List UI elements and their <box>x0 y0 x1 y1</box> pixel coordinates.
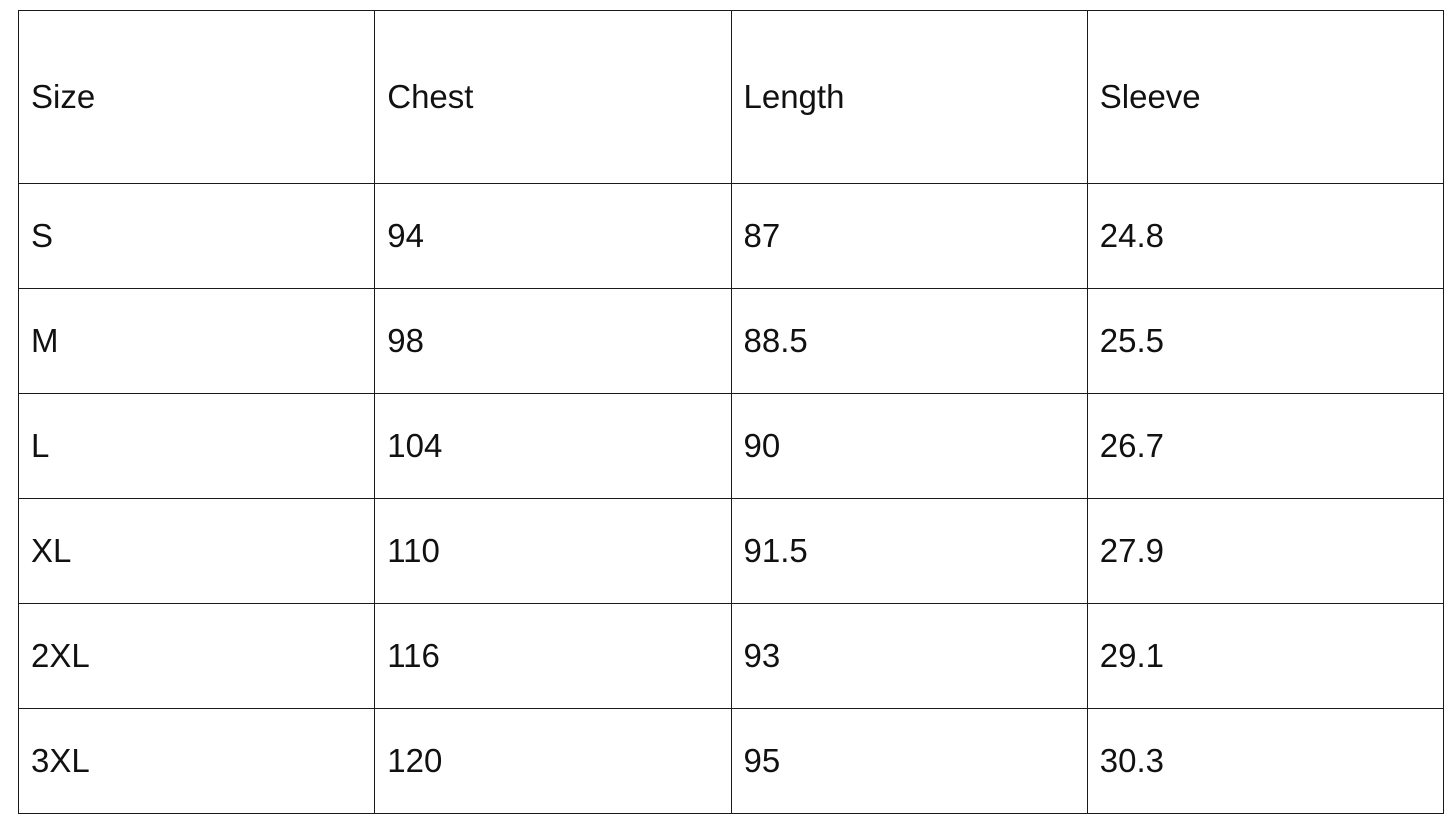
cell-sleeve: 26.7 <box>1086 393 1445 499</box>
cell-sleeve: 29.1 <box>1086 603 1445 709</box>
cell-size: 3XL <box>17 708 376 814</box>
cell-sleeve: 27.9 <box>1086 498 1445 604</box>
cell-size: 2XL <box>17 603 376 709</box>
cell-size: S <box>17 183 376 289</box>
table-row: 2XL 116 93 29.1 <box>17 603 1445 709</box>
header-chest: Chest <box>374 10 732 184</box>
table-row: L 104 90 26.7 <box>17 393 1445 499</box>
cell-chest: 120 <box>374 708 732 814</box>
cell-sleeve: 25.5 <box>1086 288 1445 394</box>
cell-length: 87 <box>730 183 1088 289</box>
cell-length: 90 <box>730 393 1088 499</box>
cell-size: XL <box>17 498 376 604</box>
cell-chest: 116 <box>374 603 732 709</box>
header-row: Size Chest Length Sleeve <box>17 10 1445 184</box>
header-length: Length <box>730 10 1088 184</box>
table-row: S 94 87 24.8 <box>17 183 1445 289</box>
table-row: XL 110 91.5 27.9 <box>17 498 1445 604</box>
cell-chest: 104 <box>374 393 732 499</box>
size-chart-table: Size Chest Length Sleeve S 94 87 24.8 M … <box>17 10 1445 814</box>
header-sleeve: Sleeve <box>1086 10 1445 184</box>
cell-size: M <box>17 288 376 394</box>
table-row: M 98 88.5 25.5 <box>17 288 1445 394</box>
header-size: Size <box>17 10 376 184</box>
cell-sleeve: 30.3 <box>1086 708 1445 814</box>
cell-length: 95 <box>730 708 1088 814</box>
table-row: 3XL 120 95 30.3 <box>17 708 1445 814</box>
cell-chest: 98 <box>374 288 732 394</box>
cell-chest: 94 <box>374 183 732 289</box>
cell-size: L <box>17 393 376 499</box>
cell-sleeve: 24.8 <box>1086 183 1445 289</box>
cell-length: 93 <box>730 603 1088 709</box>
cell-length: 88.5 <box>730 288 1088 394</box>
cell-chest: 110 <box>374 498 732 604</box>
cell-length: 91.5 <box>730 498 1088 604</box>
